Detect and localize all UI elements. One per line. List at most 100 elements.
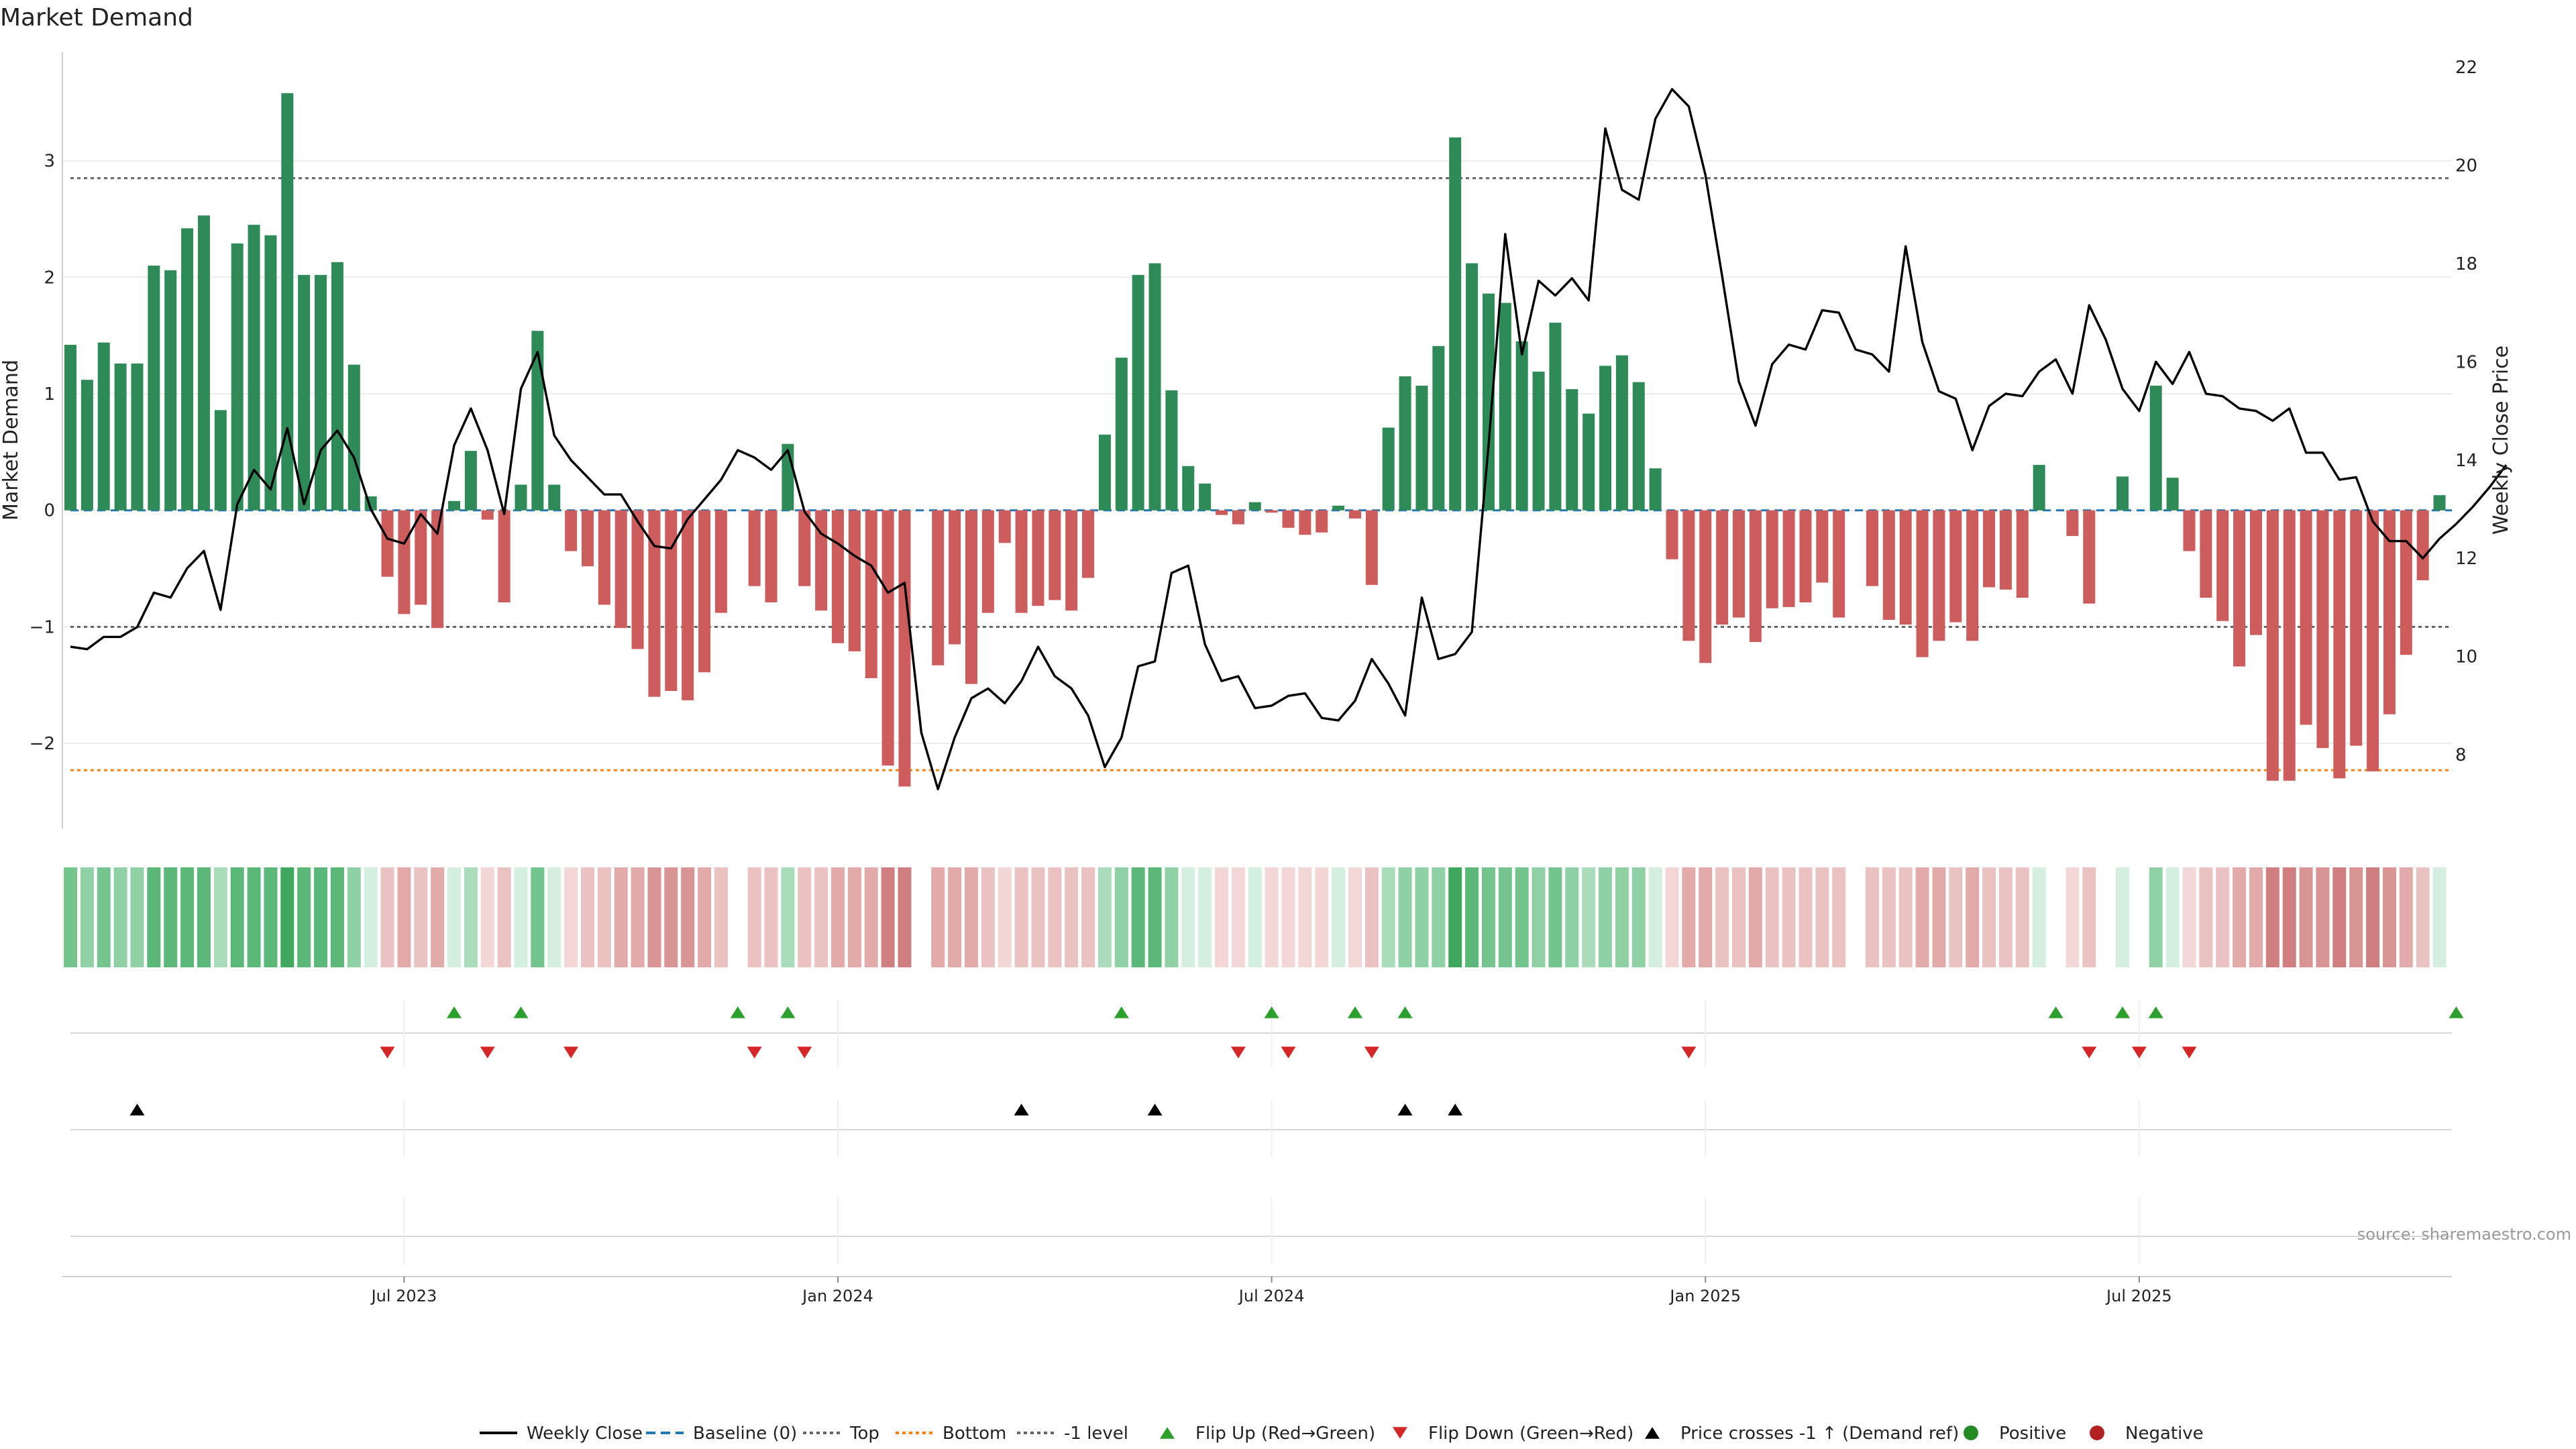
demand-bar-negative [1082,510,1095,578]
demand-bar-negative [2367,510,2379,771]
strip-cell [397,867,411,967]
chart-title: Market Demand [0,4,193,32]
y-tick-label-right: 22 [2455,58,2477,78]
strip-cell [2332,867,2347,967]
strip-cell [1048,867,1062,967]
demand-bar-positive [1582,413,1595,511]
strip-cell [1364,867,1379,967]
demand-bar-negative [614,510,627,629]
strip-cell [480,867,494,967]
demand-bar-negative [2316,510,2329,749]
y-tick-label-right: 8 [2455,745,2467,765]
x-tick-label: Jul 2023 [370,1287,437,1305]
flip-down-marker [2182,1046,2197,1059]
flip-down-marker [2082,1046,2097,1059]
legend-swatch [1964,1426,1978,1440]
demand-bar-negative [965,510,977,684]
strip-cell [1448,867,1462,967]
flip-up-marker [2048,1006,2063,1018]
left-axis-label: Market Demand [0,360,23,521]
strip-cell [614,867,628,967]
flip-up-marker [730,1006,745,1018]
strip-cell [1465,867,1479,967]
legend-label: Top [849,1424,879,1444]
x-tick-label: Jan 2024 [801,1287,873,1305]
demand-bar-positive [1115,358,1128,511]
strip-cell [1832,867,1846,967]
strip-cell [2233,867,2247,967]
demand-bar-negative [598,510,610,605]
strip-cell [2349,867,2363,967]
strip-cell [1198,867,1212,967]
flip-up-marker [2148,1006,2163,1018]
demand-bar-negative [1983,510,1996,588]
demand-bar-negative [381,510,394,577]
flip-down-marker [797,1046,812,1059]
y-tick-label-right: 14 [2455,451,2477,471]
strip-cell [2249,867,2263,967]
demand-bar-positive [1415,385,1428,511]
legend-label: Price crosses -1 ↑ (Demand ref) [1680,1424,1959,1444]
demand-bar-negative [2300,510,2312,725]
strip-cell [1982,867,1996,967]
demand-bar-negative [2333,510,2346,779]
demand-bar-negative [1216,510,1228,515]
strip-cell [1748,867,1762,967]
demand-bar-negative [1666,510,1678,559]
demand-bar-positive [64,345,76,511]
demand-bar-positive [2116,476,2129,511]
strip-cell [1231,867,1245,967]
strip-cell [380,867,394,967]
demand-bar-negative [1999,510,2012,590]
strip-cell [2432,867,2447,967]
strip-cell [247,867,261,967]
flip-up-marker [780,1006,796,1018]
demand-bar-positive [1549,323,1562,511]
strip-cell [130,867,144,967]
x-tick-label: Jan 2025 [1668,1287,1741,1305]
demand-bar-negative [881,510,894,766]
demand-bar-positive [1248,502,1261,511]
strip-cell [2199,867,2213,967]
legend-swatch [1160,1427,1175,1439]
y-tick-label-right: 18 [2455,254,2477,274]
strip-cell [1498,867,1512,967]
strip-cell [431,867,445,967]
strip-cell [547,867,561,967]
strip-cell [1599,867,1613,967]
demand-bar-positive [1449,137,1462,511]
demand-bar-negative [2016,510,2029,598]
strip-cell [2149,867,2163,967]
demand-bar-negative [748,510,761,586]
demand-bar-negative [714,510,727,613]
demand-bar-negative [949,510,961,645]
demand-bar-negative [2400,510,2412,655]
strip-cell [264,867,278,967]
legend-label: -1 level [1064,1424,1128,1444]
strip-cell [97,867,111,967]
strip-cell [597,867,611,967]
demand-bar-positive [1098,434,1111,511]
demand-bar-negative [2283,510,2296,781]
demand-bar-positive [131,363,144,511]
strip-cell [1998,867,2012,967]
strip-cell [1898,867,1913,967]
demand-bar-negative [1299,510,1311,535]
strip-cell [1248,867,1262,967]
demand-bar-negative [2383,510,2396,714]
demand-bar-negative [1032,510,1044,606]
demand-bar-negative [1799,510,1812,602]
signal-marker-panels [70,1000,2452,1265]
demand-bar-positive [1515,341,1528,511]
price-cross-marker [1014,1104,1029,1116]
strip-cell [1065,867,1079,967]
demand-bar-positive [1332,505,1345,511]
strip-cell [280,867,294,967]
strip-cell [681,867,695,967]
demand-bar-negative [498,510,511,602]
strip-cell [898,867,912,967]
demand-bar-positive [1132,274,1144,511]
demand-bar-positive [1532,372,1545,511]
strip-cell [2416,867,2430,967]
strip-cell [1532,867,1546,967]
